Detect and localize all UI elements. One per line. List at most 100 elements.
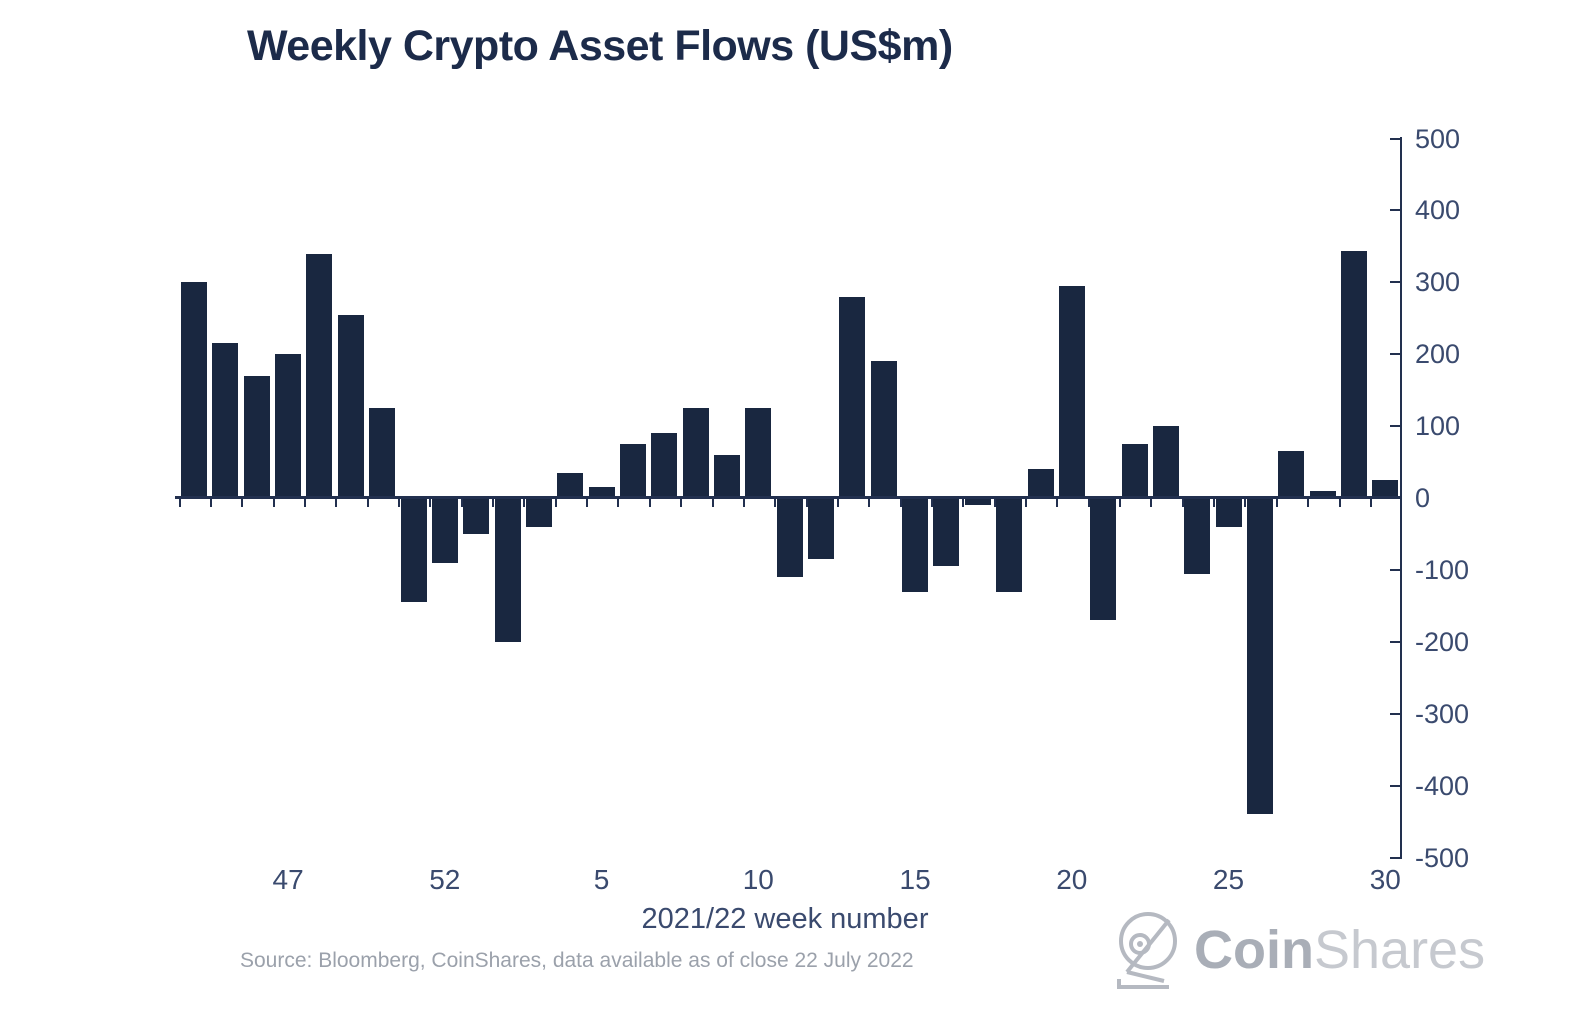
bar-week-27 bbox=[1278, 451, 1305, 498]
x-axis-minor-tick bbox=[429, 499, 432, 507]
y-tick-label--300: -300 bbox=[1415, 698, 1470, 729]
coinshares-logo-icon bbox=[1112, 908, 1180, 992]
bar-week-46 bbox=[243, 375, 270, 498]
x-axis-minor-tick bbox=[492, 499, 494, 507]
x-tick-label-52: 52 bbox=[429, 864, 461, 895]
x-axis-minor-tick bbox=[1307, 499, 1310, 507]
bar-week-30 bbox=[1372, 480, 1399, 498]
y-tick--500 bbox=[1390, 856, 1402, 859]
bar-week-4 bbox=[557, 472, 584, 498]
x-tick-label-5: 5 bbox=[593, 864, 610, 895]
x-tick-label-15: 15 bbox=[899, 864, 931, 895]
x-axis-minor-tick bbox=[1025, 499, 1027, 507]
bar-week-16 bbox=[933, 498, 960, 567]
bar-week-13 bbox=[839, 296, 866, 498]
bar-week-5 bbox=[588, 487, 615, 498]
x-tick-label-30: 30 bbox=[1369, 864, 1401, 895]
bar-week-51 bbox=[400, 498, 427, 603]
bar-week-44 bbox=[181, 282, 207, 498]
bar-week-7 bbox=[651, 433, 678, 498]
bar-week-18 bbox=[996, 498, 1023, 592]
x-axis-minor-tick bbox=[366, 499, 369, 507]
x-axis-minor-tick bbox=[178, 499, 181, 507]
x-axis-minor-tick bbox=[209, 499, 212, 507]
x-axis-minor-tick bbox=[398, 499, 400, 507]
bar-week-1 bbox=[463, 498, 490, 534]
y-tick-label--100: -100 bbox=[1415, 554, 1470, 585]
x-axis-minor-tick bbox=[1150, 499, 1153, 507]
y-tick--400 bbox=[1390, 784, 1402, 787]
bar-week-26 bbox=[1246, 498, 1273, 815]
x-axis-minor-tick bbox=[1119, 499, 1121, 507]
y-tick-200 bbox=[1390, 353, 1402, 356]
x-axis-minor-tick bbox=[930, 499, 933, 507]
x-axis-minor-tick bbox=[617, 499, 620, 507]
y-tick-300 bbox=[1390, 281, 1402, 284]
x-axis-zero-line bbox=[175, 496, 1402, 499]
bar-week-29 bbox=[1341, 251, 1367, 498]
bar-week-24 bbox=[1184, 498, 1211, 574]
x-axis-minor-tick bbox=[1369, 499, 1372, 507]
bar-week-49 bbox=[337, 314, 364, 498]
x-axis-minor-tick bbox=[805, 499, 808, 507]
y-tick-label--200: -200 bbox=[1415, 626, 1470, 657]
y-tick-500 bbox=[1390, 137, 1402, 140]
y-tick-0 bbox=[1390, 497, 1402, 499]
x-axis-minor-tick bbox=[272, 499, 275, 507]
x-axis-minor-tick bbox=[742, 499, 745, 507]
bar-week-17 bbox=[964, 498, 991, 506]
bar-week-20 bbox=[1058, 285, 1085, 498]
x-axis-minor-tick bbox=[586, 499, 588, 507]
y-tick-400 bbox=[1390, 209, 1402, 212]
x-axis-minor-tick bbox=[680, 499, 683, 507]
y-tick-label-400: 400 bbox=[1415, 195, 1461, 226]
x-axis-minor-tick bbox=[1056, 499, 1059, 507]
bar-week-23 bbox=[1152, 426, 1179, 498]
x-axis-minor-tick bbox=[523, 499, 526, 507]
coinshares-logo: CoinShares bbox=[1112, 908, 1485, 992]
bar-week-25 bbox=[1215, 498, 1242, 527]
bar-week-12 bbox=[808, 498, 834, 560]
coinshares-logo-text: CoinShares bbox=[1194, 919, 1485, 981]
bar-week-45 bbox=[212, 343, 239, 498]
bar-week-19 bbox=[1027, 469, 1054, 498]
bar-week-8 bbox=[682, 408, 709, 498]
y-tick--200 bbox=[1390, 640, 1402, 643]
y-tick-label-100: 100 bbox=[1415, 411, 1461, 442]
x-axis-minor-tick bbox=[1244, 499, 1247, 507]
y-tick-label-0: 0 bbox=[1415, 483, 1431, 513]
bar-week-48 bbox=[306, 253, 333, 498]
y-tick-label-200: 200 bbox=[1415, 339, 1461, 370]
x-axis-minor-tick bbox=[1213, 499, 1215, 507]
x-tick-label-10: 10 bbox=[742, 864, 774, 895]
y-tick-label-500: 500 bbox=[1415, 123, 1461, 154]
bar-week-2 bbox=[494, 498, 521, 642]
bar-week-15 bbox=[902, 498, 929, 592]
bar-week-52 bbox=[431, 498, 458, 563]
y-tick-100 bbox=[1390, 425, 1402, 428]
y-tick--300 bbox=[1390, 712, 1402, 715]
x-axis-title: 2021/22 week number bbox=[641, 903, 929, 935]
x-axis-minor-tick bbox=[335, 499, 338, 507]
x-axis-minor-tick bbox=[1181, 499, 1184, 507]
x-axis-minor-tick bbox=[554, 499, 557, 507]
y-tick--100 bbox=[1390, 568, 1402, 571]
x-axis-minor-tick bbox=[648, 499, 651, 507]
x-axis-minor-tick bbox=[962, 499, 965, 507]
bar-week-9 bbox=[714, 454, 740, 498]
logo-word-coin: Coin bbox=[1194, 920, 1314, 980]
bar-week-6 bbox=[619, 444, 646, 498]
bar-week-11 bbox=[776, 498, 803, 578]
x-axis-minor-tick bbox=[774, 499, 777, 507]
x-tick-label-25: 25 bbox=[1212, 864, 1245, 895]
bar-week-47 bbox=[275, 354, 302, 498]
x-axis-minor-tick bbox=[711, 499, 714, 507]
bar-week-21 bbox=[1090, 498, 1117, 621]
bar-week-28 bbox=[1309, 490, 1336, 498]
logo-word-shares: Shares bbox=[1313, 920, 1486, 980]
x-axis-minor-tick bbox=[303, 499, 306, 507]
y-tick-label-300: 300 bbox=[1415, 267, 1461, 298]
y-tick-label--500: -500 bbox=[1415, 842, 1470, 873]
chart-title: Weekly Crypto Asset Flows (US$m) bbox=[247, 22, 953, 70]
